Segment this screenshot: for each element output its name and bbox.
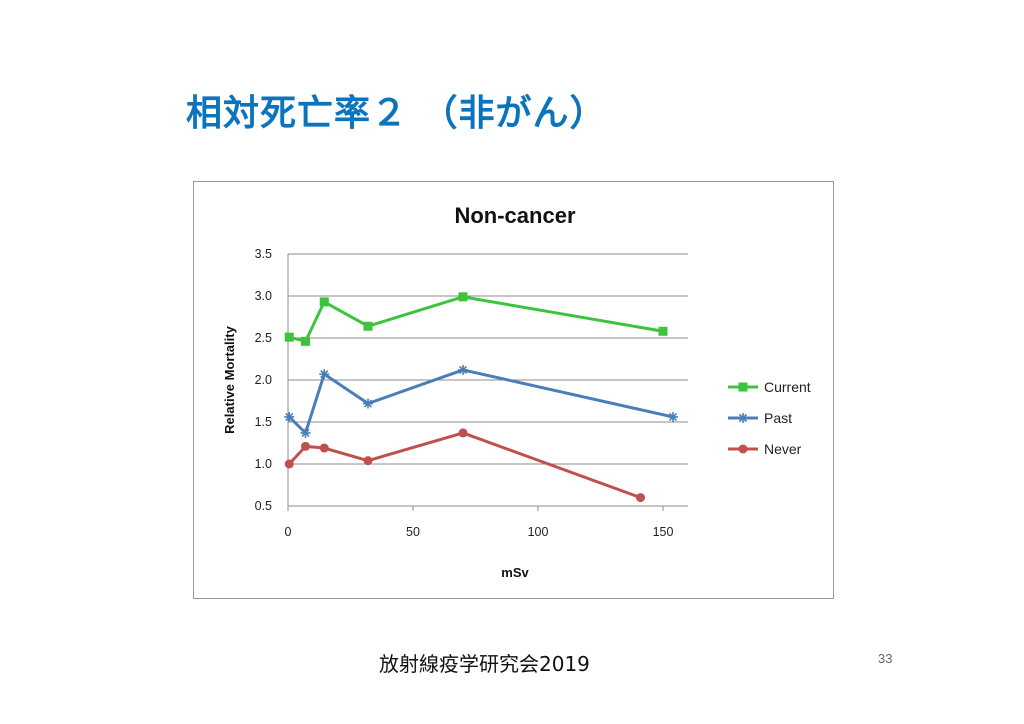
y-tick-label: 2.0 — [255, 373, 272, 387]
legend-label-never: Never — [764, 441, 802, 457]
data-point-never-1 — [301, 441, 310, 451]
data-point-current-5 — [658, 326, 668, 336]
data-point-current-1 — [301, 336, 310, 346]
data-point-past-1 — [300, 427, 311, 438]
y-tick-label: 2.5 — [255, 331, 272, 345]
y-axis-label: Relative Mortality — [222, 325, 237, 433]
data-point-current-3 — [363, 321, 373, 331]
y-tick-label: 0.5 — [255, 499, 272, 513]
series-line-current — [287, 295, 665, 343]
legend-marker-current — [738, 382, 748, 392]
y-tick-label: 3.0 — [255, 289, 272, 303]
x-axis-label: mSv — [501, 565, 529, 580]
page-number: 33 — [878, 651, 893, 666]
data-point-never-0 — [284, 459, 294, 469]
data-point-current-4 — [458, 292, 468, 302]
data-point-never-3 — [363, 456, 373, 466]
data-point-never-2 — [319, 443, 329, 453]
y-tick-label: 3.5 — [255, 247, 272, 261]
legend-marker-past — [738, 413, 748, 423]
data-point-past-3 — [363, 398, 373, 409]
data-point-past-2 — [319, 369, 330, 380]
data-point-past-4 — [458, 364, 468, 375]
non-cancer-line-chart: Non-cancer 0.5 1.0 1.5 2.0 2.5 3.0 3.5 0 50 100 150… — [222, 203, 811, 580]
x-tick-label: 50 — [406, 525, 420, 539]
x-tick-label: 0 — [285, 525, 292, 539]
x-tick-label: 100 — [528, 525, 549, 539]
series-line-past — [287, 368, 675, 435]
data-point-past-5 — [668, 411, 678, 422]
data-point-current-2 — [319, 297, 329, 307]
slide-title: 相対死亡率２ （非がん） — [186, 93, 607, 134]
chart-title: Non-cancer — [454, 203, 575, 228]
y-tick-label: 1.5 — [255, 415, 272, 429]
data-point-past-0 — [284, 411, 295, 422]
footer-text: 放射線疫学研究会2019 — [379, 652, 590, 676]
x-tick-label: 150 — [653, 525, 674, 539]
data-point-current-0 — [284, 332, 294, 342]
legend-label-past: Past — [764, 410, 792, 426]
legend-label-current: Current — [764, 379, 811, 395]
data-point-never-5 — [636, 493, 645, 503]
data-point-never-4 — [458, 428, 468, 438]
series-line-never — [287, 431, 642, 500]
legend-marker-never — [738, 444, 748, 454]
chart-container: Non-cancer 0.5 1.0 1.5 2.0 2.5 3.0 3.5 0 50 100 150… — [193, 181, 834, 599]
y-tick-label: 1.0 — [255, 457, 272, 471]
